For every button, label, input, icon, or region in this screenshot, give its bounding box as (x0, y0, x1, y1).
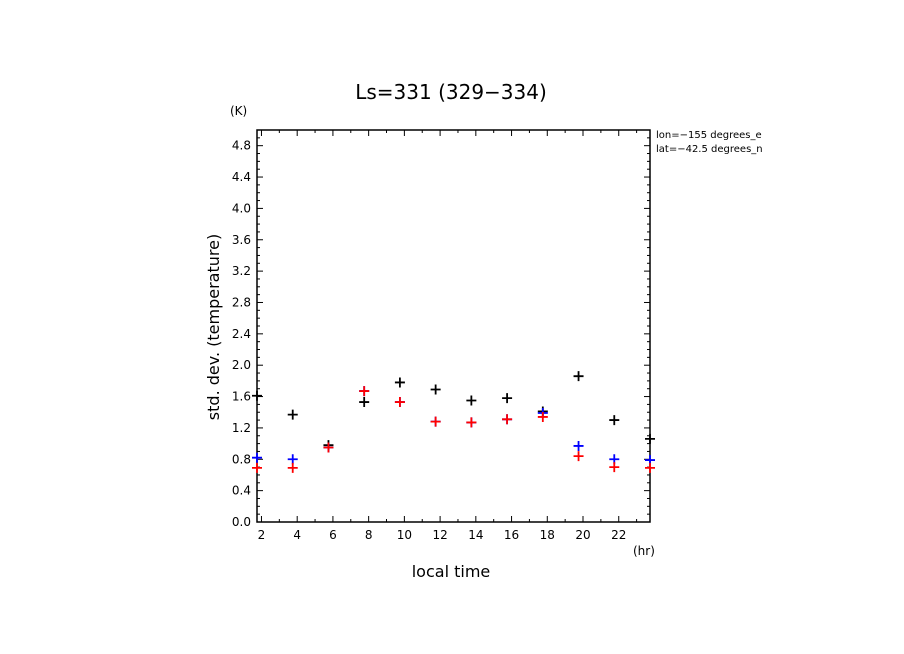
data-point (573, 451, 584, 462)
annotation-longitude: lon=−155 degrees_e (656, 130, 762, 141)
data-point (287, 462, 298, 473)
x-tick-label: 2 (258, 528, 266, 542)
y-tick-label: 4.4 (232, 170, 251, 184)
data-point (645, 433, 655, 444)
chart-title: Ls=331 (329−334) (355, 80, 547, 104)
series-0 (252, 371, 655, 451)
data-point (466, 395, 477, 406)
data-point (287, 409, 298, 420)
data-point (252, 462, 262, 473)
data-point (645, 462, 655, 473)
data-point (252, 390, 262, 401)
y-axis-unit: (K) (230, 104, 247, 118)
y-tick-label: 2.4 (232, 327, 251, 341)
data-point (609, 462, 620, 473)
series-1 (252, 386, 655, 466)
data-point (394, 377, 405, 388)
series-2 (252, 386, 655, 473)
data-point (573, 371, 584, 382)
data-point (502, 414, 513, 425)
y-tick-label: 4.8 (232, 139, 251, 153)
data-point (430, 384, 441, 395)
y-tick-label: 4.0 (232, 201, 251, 215)
data-point (359, 386, 370, 397)
data-point (323, 442, 334, 453)
data-point (252, 452, 262, 463)
y-tick-label: 0.8 (232, 452, 251, 466)
data-point (609, 415, 620, 426)
data-point (287, 454, 298, 465)
x-tick-label: 14 (468, 528, 483, 542)
y-tick-label: 3.6 (232, 233, 251, 247)
tick-marks (257, 129, 650, 523)
y-tick-label: 3.2 (232, 264, 251, 278)
x-tick-label: 10 (397, 528, 412, 542)
x-tick-label: 12 (432, 528, 447, 542)
x-tick-label: 20 (575, 528, 590, 542)
data-point (502, 393, 513, 404)
tick-labels: 0.0 0.4 0.8 1.2 1.6 2.0 2.4 2.8 3.2 3.6 4.0 4.4 4.8 2… (232, 139, 626, 542)
y-tick-label: 2.0 (232, 358, 251, 372)
x-axis-label: local time (412, 562, 491, 581)
data-point (537, 411, 548, 422)
x-tick-label: 22 (611, 528, 626, 542)
y-tick-label: 0.0 (232, 515, 251, 529)
data-point (394, 397, 405, 408)
plot-frame (256, 129, 651, 523)
x-tick-label: 8 (365, 528, 373, 542)
annotation-latitude: lat=−42.5 degrees_n (656, 144, 763, 155)
x-tick-label: 18 (540, 528, 555, 542)
data-point (466, 417, 477, 428)
x-tick-label: 16 (504, 528, 519, 542)
y-tick-label: 0.4 (232, 484, 251, 498)
data-point (359, 397, 370, 408)
y-tick-label: 2.8 (232, 295, 251, 309)
y-tick-label: 1.6 (232, 390, 251, 404)
y-axis-label: std. dev. (temperature) (204, 234, 223, 420)
data-point (573, 440, 584, 451)
x-tick-label: 4 (293, 528, 301, 542)
data-marks (252, 371, 655, 473)
data-point (430, 416, 441, 427)
x-tick-label: 6 (329, 528, 337, 542)
x-axis-unit: (hr) (633, 544, 655, 558)
y-tick-label: 1.2 (232, 421, 251, 435)
